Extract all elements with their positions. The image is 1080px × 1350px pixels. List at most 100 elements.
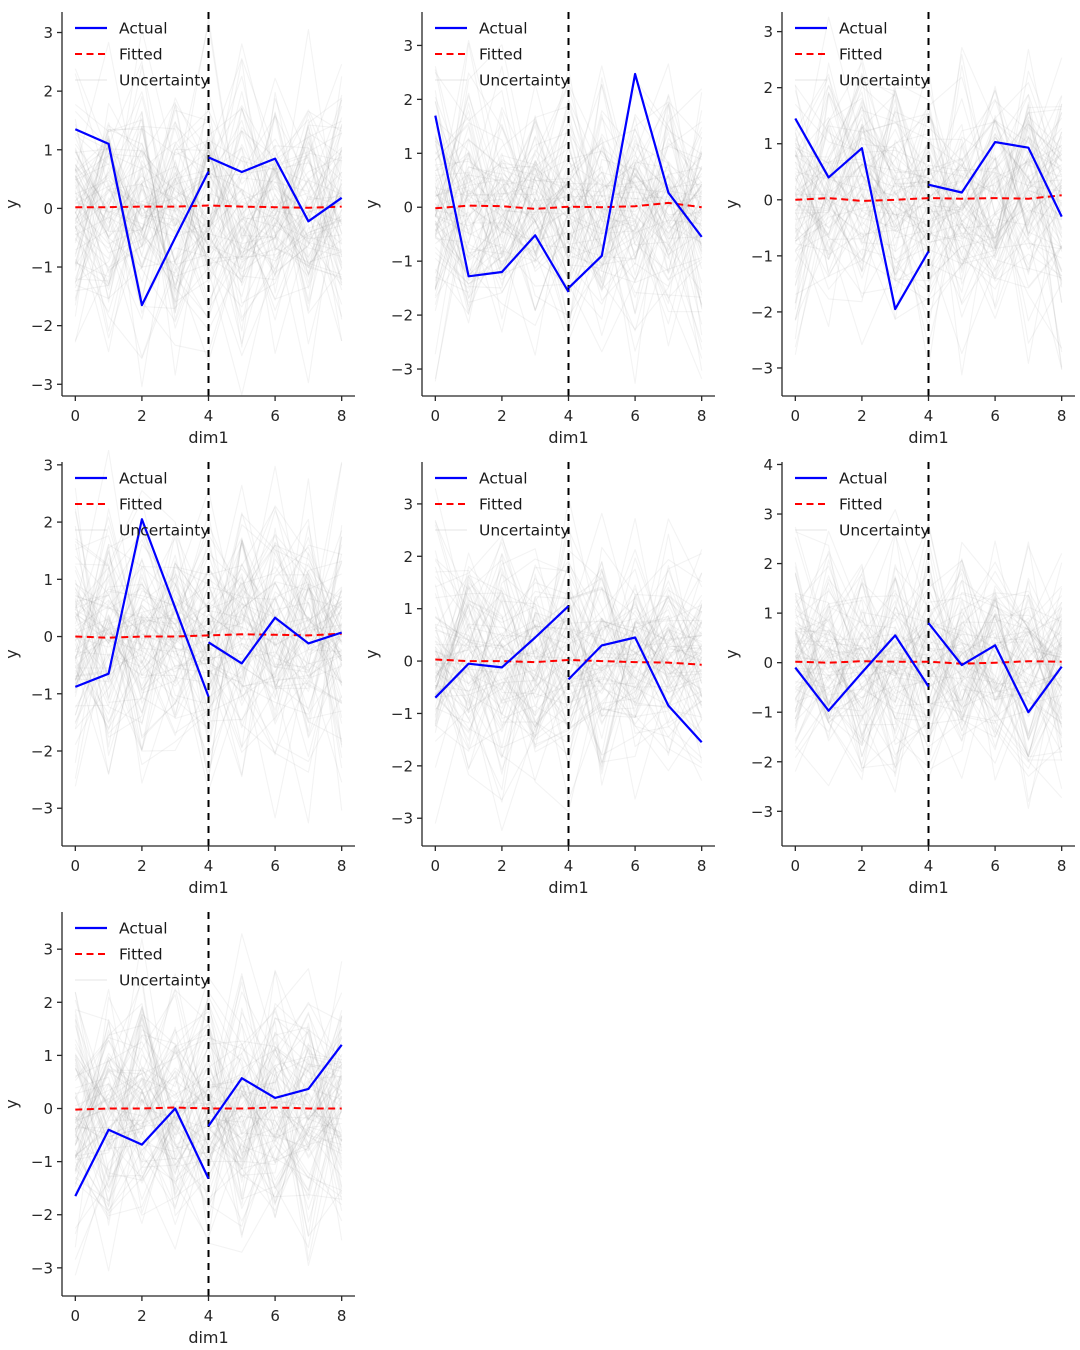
uncertainty-line [794,627,1062,742]
uncertainty-line [74,109,343,306]
uncertainty-line [794,98,1063,303]
uncertainty-line [75,971,343,1135]
uncertainty-line [794,590,1063,719]
uncertainty-line [74,1115,343,1226]
uncertainty-line [74,988,343,1237]
y-tick-label: −3 [391,361,413,379]
uncertainty-line [435,569,703,685]
y-tick-label: 0 [43,200,53,218]
x-axis-ticks: 0 2 4 6 8 [71,396,346,425]
legend: Actual Fitted Uncertainty [75,470,210,540]
uncertainty-line [434,537,703,727]
uncertainty-line [74,599,342,775]
y-axis-ticks: 3 2 1 0 −1 −2 −3 [31,456,62,818]
uncertainty-line [434,144,703,353]
x-tick-label: 2 [857,407,867,425]
uncertainty-line [795,151,1063,322]
uncertainty-line [434,617,702,713]
legend-label: Fitted [119,46,163,64]
y-tick-label: 3 [763,506,773,524]
uncertainty-line [74,102,342,317]
x-tick-label: 0 [71,407,81,425]
uncertainty-line [75,525,343,688]
uncertainty-line [74,487,343,758]
uncertainty-line [795,106,1063,265]
actual-line-pre [434,605,570,699]
x-tick-label: 6 [270,1307,280,1325]
actual-line-post [928,141,1063,218]
uncertainty-line [74,998,343,1249]
uncertainty-line [434,570,703,732]
y-tick-label: 1 [43,1047,53,1065]
legend-label: Fitted [839,496,883,514]
y-tick-label: −3 [391,810,413,828]
subplot-6: 0 2 4 6 8 4 3 2 1 0 −1 −2 −3 dim1 y Actual Fitted Uncerta… [722,456,1075,897]
uncertainty-line [74,516,342,819]
y-tick-label: −3 [751,803,773,821]
actual-line-pre [74,128,210,307]
x-axis-label: dim1 [188,1328,228,1347]
x-tick-label: 4 [204,1307,214,1325]
uncertainty-line [74,1008,343,1142]
uncertainty-line [74,149,343,332]
uncertainty-line [435,83,703,243]
uncertainty-line [794,91,1063,282]
uncertainty-line [434,625,703,732]
x-tick-label: 6 [630,407,640,425]
uncertainty-line [434,89,703,261]
uncertainty-line [74,1010,343,1235]
uncertainty-line [794,615,1063,740]
y-tick-label: 3 [763,23,773,41]
x-tick-label: 6 [990,857,1000,875]
actual-line-pre [74,518,210,697]
uncertainty-line [74,1050,343,1182]
y-tick-label: −2 [31,743,53,761]
subplot-7: 0 2 4 6 8 3 2 1 0 −1 −2 −3 dim1 y Actual Fitted Uncertai… [2,912,355,1347]
uncertainty-line [795,108,1062,266]
uncertainty-line [75,536,343,698]
uncertainty-line [434,585,703,749]
actual-line-pre [794,117,930,311]
legend-label: Fitted [479,46,523,64]
legend-label: Uncertainty [839,522,930,540]
uncertainty-line [434,576,703,733]
y-tick-label: −1 [31,1153,53,1171]
uncertainty-line [794,57,1063,229]
y-tick-label: 0 [403,199,413,217]
x-tick-label: 4 [204,407,214,425]
uncertainty-line [74,465,342,724]
x-axis-label: dim1 [548,878,588,897]
y-tick-label: 2 [763,555,773,573]
y-tick-label: 0 [763,191,773,209]
uncertainty-line [74,124,343,342]
uncertainty-line [794,100,1063,239]
legend: Actual Fitted Uncertainty [435,20,570,90]
uncertainty-line [74,97,343,319]
uncertainty-line [794,138,1063,246]
x-tick-label: 8 [1057,407,1067,425]
legend-label: Fitted [119,946,163,964]
y-axis-label: y [2,199,21,208]
uncertainty-line [74,1088,342,1211]
y-tick-label: 3 [43,24,53,42]
uncertainty-line [74,573,343,748]
uncertainty-line [434,154,702,278]
uncertainty-line [434,577,703,770]
uncertainty-line [434,571,702,741]
uncertainty-line [74,1003,343,1160]
uncertainty-line [794,113,1063,349]
uncertainty-line [795,145,1062,243]
uncertainty-line [74,1011,343,1206]
uncertainty-line [434,127,703,290]
uncertainty-line [434,522,703,786]
x-tick-label: 0 [71,1307,81,1325]
actual-line-pre [794,634,930,712]
uncertainty-line [74,968,343,1169]
uncertainty-line [74,973,343,1173]
x-axis-ticks: 0 2 4 6 8 [431,846,706,875]
y-axis-ticks: 3 2 1 0 −1 −2 −3 [391,37,422,379]
uncertainty-line [74,1059,343,1210]
uncertainty-line [74,526,343,773]
y-tick-label: 1 [763,605,773,623]
legend-label: Actual [119,920,168,938]
